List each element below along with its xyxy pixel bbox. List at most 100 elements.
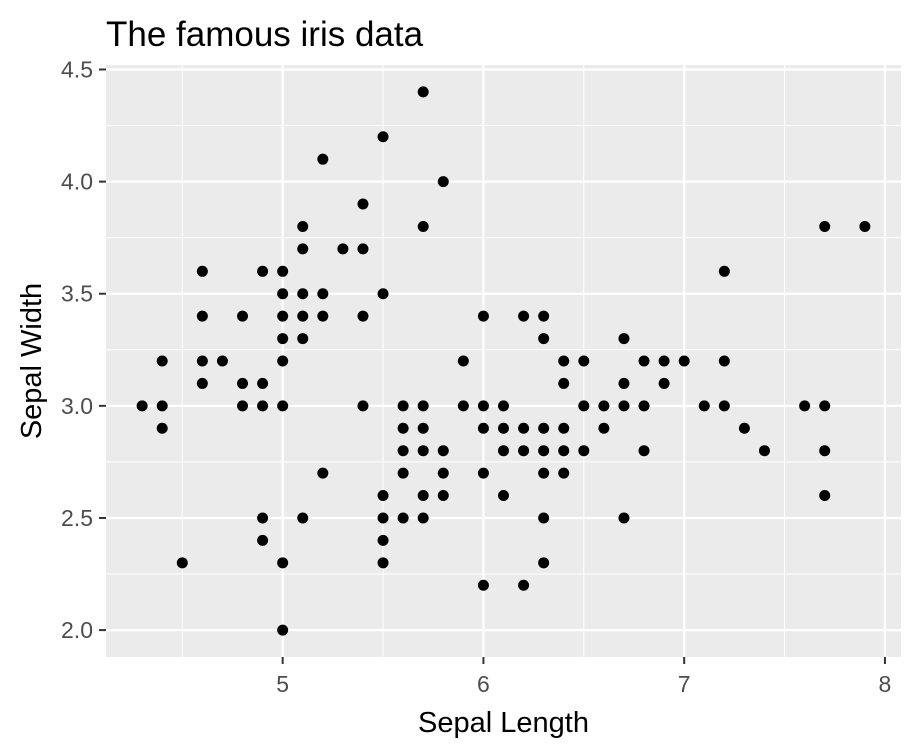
data-point [237,400,249,412]
data-point [819,400,831,412]
data-point [277,557,289,569]
data-point [558,422,570,434]
data-point [377,131,389,143]
data-point [277,624,289,636]
x-tick-label: 8 [879,671,892,697]
data-point [437,176,449,188]
data-point [518,445,530,457]
data-point [237,377,249,389]
data-point [317,467,329,479]
y-tick-label: 3.5 [61,281,93,307]
data-point [397,422,409,434]
data-point [377,490,389,502]
data-point [518,422,530,434]
data-point [277,310,289,322]
data-point [417,220,429,232]
data-point [277,265,289,277]
data-point [819,445,831,457]
data-point [397,512,409,524]
data-point [498,490,509,502]
data-point [257,377,269,389]
data-point [718,265,730,277]
x-axis-title: Sepal Length [418,707,589,739]
data-point [196,355,208,367]
data-point [578,445,590,457]
data-point [257,534,269,546]
data-point [156,400,168,412]
data-point [257,265,269,277]
data-point [558,377,570,389]
data-point [498,422,509,434]
data-point [758,445,770,457]
data-point [417,422,429,434]
data-point [297,512,309,524]
data-point [457,355,469,367]
data-point [417,445,429,457]
data-point [277,333,289,345]
data-point [196,265,208,277]
data-point [397,467,409,479]
data-point [397,445,409,457]
data-point [417,400,429,412]
data-point [357,198,369,210]
data-point [237,310,249,322]
data-point [277,355,289,367]
data-point [819,220,831,232]
data-point [618,512,630,524]
data-point [437,467,449,479]
data-point [558,445,570,457]
data-point [337,243,349,255]
y-axis: 2.0 2.5 3.0 3.5 4.0 4.5 [61,56,106,643]
data-point [297,333,309,345]
data-point [618,377,630,389]
data-point [638,445,650,457]
data-point [136,400,148,412]
chart-title: The famous iris data [106,15,424,54]
data-point [638,400,650,412]
data-point [638,355,650,367]
data-point [498,445,509,457]
data-point [357,243,369,255]
data-point [377,534,389,546]
data-point [317,288,329,300]
data-point [317,310,329,322]
data-point [538,310,550,322]
data-point [437,445,449,457]
data-point [658,377,670,389]
data-point [377,557,389,569]
y-tick-label: 3.0 [61,393,93,419]
data-point [317,153,329,165]
data-point [477,579,489,591]
data-point [718,355,730,367]
y-axis-title: Sepal Width [16,283,48,439]
data-point [498,400,509,412]
data-point [538,333,550,345]
data-point [578,355,590,367]
data-point [156,355,168,367]
y-tick-label: 4.5 [61,56,93,82]
data-points [136,86,871,636]
data-point [518,579,530,591]
data-point [297,220,309,232]
data-point [698,400,710,412]
data-point [297,310,309,322]
data-point [859,220,871,232]
data-point [437,490,449,502]
data-point [257,400,269,412]
data-point [397,400,409,412]
data-point [277,288,289,300]
data-point [477,400,489,412]
y-tick-label: 2.5 [61,505,93,531]
data-point [176,557,188,569]
x-tick-label: 5 [276,671,289,697]
data-point [196,310,208,322]
plot-panel [106,65,901,657]
data-point [598,400,610,412]
y-tick-label: 2.0 [61,617,93,643]
data-point [216,355,228,367]
data-point [377,512,389,524]
data-point [417,490,429,502]
data-point [377,288,389,300]
data-point [357,400,369,412]
